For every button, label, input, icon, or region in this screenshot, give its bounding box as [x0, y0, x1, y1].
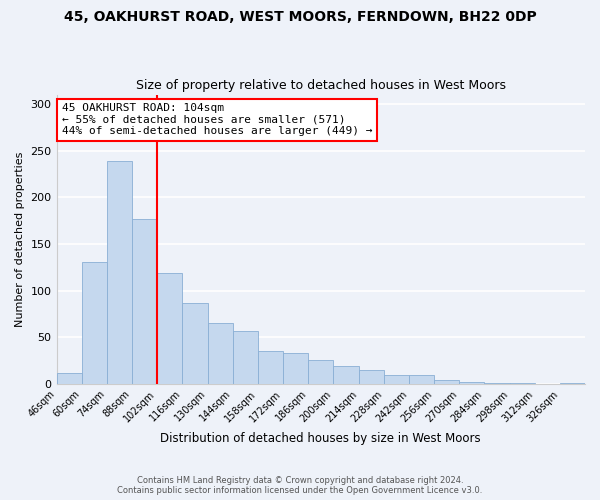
Bar [107, 161, 132, 384]
Y-axis label: Number of detached properties: Number of detached properties [15, 152, 25, 327]
Bar [258, 351, 283, 384]
Bar [283, 353, 308, 384]
Bar [208, 323, 233, 384]
Bar [233, 330, 258, 384]
Bar [560, 383, 585, 384]
Bar [383, 376, 409, 384]
Bar [334, 366, 359, 384]
Bar [434, 380, 459, 384]
Text: Contains HM Land Registry data © Crown copyright and database right 2024.
Contai: Contains HM Land Registry data © Crown c… [118, 476, 482, 495]
Bar [56, 372, 82, 384]
X-axis label: Distribution of detached houses by size in West Moors: Distribution of detached houses by size … [160, 432, 481, 445]
Title: Size of property relative to detached houses in West Moors: Size of property relative to detached ho… [136, 79, 506, 92]
Bar [182, 302, 208, 384]
Text: 45, OAKHURST ROAD, WEST MOORS, FERNDOWN, BH22 0DP: 45, OAKHURST ROAD, WEST MOORS, FERNDOWN,… [64, 10, 536, 24]
Text: 45 OAKHURST ROAD: 104sqm
← 55% of detached houses are smaller (571)
44% of semi-: 45 OAKHURST ROAD: 104sqm ← 55% of detach… [62, 103, 373, 136]
Bar [308, 360, 334, 384]
Bar [132, 218, 157, 384]
Bar [359, 370, 383, 384]
Bar [409, 376, 434, 384]
Bar [82, 262, 107, 384]
Bar [157, 273, 182, 384]
Bar [509, 383, 535, 384]
Bar [459, 382, 484, 384]
Bar [484, 383, 509, 384]
